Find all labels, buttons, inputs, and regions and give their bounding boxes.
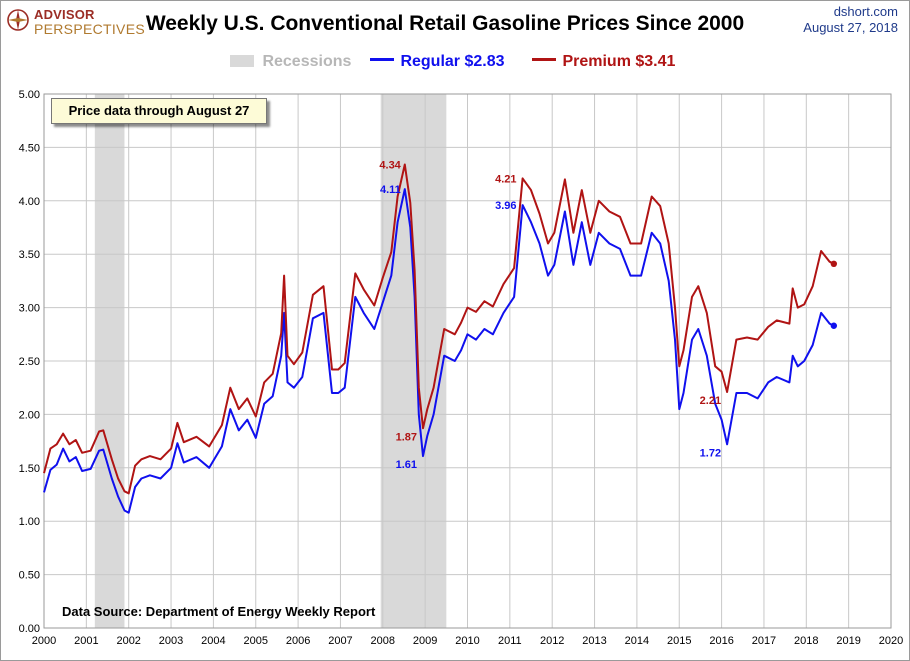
annotation-label: 4.21	[495, 173, 516, 185]
last-point-premium	[830, 260, 838, 268]
x-tick-label: 2011	[498, 635, 522, 647]
x-tick-label: 2002	[116, 635, 140, 647]
recession-swatch	[230, 55, 254, 67]
last-point-regular	[830, 322, 838, 329]
y-tick-label: 2.00	[19, 409, 40, 421]
y-tick-label: 0.00	[19, 623, 40, 635]
x-tick-label: 2005	[244, 635, 268, 647]
annotation-label: 3.96	[495, 200, 516, 212]
x-tick-label: 2009	[413, 635, 437, 647]
legend-label-regular: Regular $2.83	[400, 53, 505, 70]
chart-title: Weekly U.S. Conventional Retail Gasoline…	[145, 12, 745, 35]
source-date: August 27, 2018	[803, 20, 898, 35]
annotation-label: 1.72	[700, 447, 721, 459]
x-tick-label: 2000	[32, 635, 56, 647]
y-tick-label: 5.00	[19, 89, 40, 101]
x-tick-label: 2004	[201, 635, 225, 647]
legend-label-premium: Premium $3.41	[562, 53, 676, 70]
price-data-note: Price data through August 27	[51, 98, 267, 124]
x-tick-label: 2007	[328, 635, 352, 647]
legend-item-recessions: Recessions	[230, 53, 351, 71]
compass-logo-icon	[7, 9, 29, 31]
gridlines	[43, 93, 892, 629]
y-tick-label: 3.00	[19, 303, 40, 315]
x-axis-ticks: 2000 2001 2002 2003 2004 2005 2006 2007 2008 2009…	[32, 635, 903, 647]
annotations: 4.34 4.11 1.87 1.61 4.21 3.96 2.21 1.72	[379, 159, 721, 471]
x-tick-label: 2006	[286, 635, 310, 647]
annotation-label: 1.61	[396, 459, 417, 471]
y-tick-label: 4.50	[19, 142, 40, 154]
x-tick-label: 2015	[667, 635, 691, 647]
x-tick-label: 2016	[709, 635, 733, 647]
x-tick-label: 2013	[582, 635, 606, 647]
series-line-regular	[43, 188, 835, 514]
logo-text-line2: PERSPECTIVES	[34, 21, 145, 37]
x-tick-label: 2001	[74, 635, 98, 647]
regular-swatch	[370, 58, 394, 61]
x-tick-label: 2014	[625, 635, 649, 647]
legend-item-regular: Regular $2.83	[370, 53, 505, 71]
x-tick-label: 2018	[794, 635, 818, 647]
y-tick-label: 3.50	[19, 249, 40, 261]
x-tick-label: 2020	[879, 635, 903, 647]
x-tick-label: 2010	[455, 635, 479, 647]
x-tick-label: 2003	[159, 635, 183, 647]
y-tick-label: 0.50	[19, 570, 40, 582]
y-tick-label: 4.00	[19, 196, 40, 208]
logo-text-line1: ADVISOR	[34, 7, 95, 22]
annotation-label: 1.87	[396, 431, 417, 443]
data-source-label: Data Source: Department of Energy Weekly…	[62, 604, 376, 619]
y-tick-label: 1.00	[19, 516, 40, 528]
legend-label-recessions: Recessions	[262, 53, 352, 70]
x-tick-label: 2008	[371, 635, 395, 647]
legend-item-premium: Premium $3.41	[532, 53, 675, 71]
annotation-label: 4.11	[380, 184, 401, 196]
series-lines	[43, 163, 838, 514]
y-tick-label: 1.50	[19, 463, 40, 475]
source-site: dshort.com	[833, 4, 898, 19]
advisor-perspectives-logo: ADVISOR PERSPECTIVES	[6, 6, 145, 40]
x-tick-label: 2019	[836, 635, 860, 647]
x-tick-label: 2012	[540, 635, 564, 647]
y-tick-label: 2.50	[19, 356, 40, 368]
series-line-premium	[43, 163, 835, 495]
x-tick-label: 2017	[752, 635, 776, 647]
premium-swatch	[532, 58, 556, 61]
annotation-label: 4.34	[379, 159, 401, 171]
annotation-label: 2.21	[700, 395, 721, 407]
plot-area-border	[43, 93, 892, 629]
y-axis-ticks: 0.00 0.50 1.00 1.50 2.00 2.50 3.00 3.50 4.00 4.50…	[19, 89, 40, 635]
